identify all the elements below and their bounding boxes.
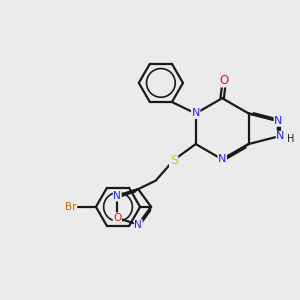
Text: O: O (220, 74, 229, 87)
Text: N: N (276, 131, 285, 141)
Text: O: O (113, 213, 122, 223)
Text: N: N (134, 220, 142, 230)
Text: Br: Br (65, 202, 76, 212)
Text: N: N (113, 191, 121, 201)
Text: N: N (191, 109, 200, 118)
Text: H: H (286, 134, 294, 143)
Text: N: N (274, 116, 283, 126)
Text: S: S (169, 154, 178, 167)
Text: N: N (218, 154, 226, 164)
